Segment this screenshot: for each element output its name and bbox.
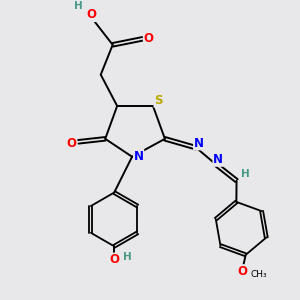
Text: O: O <box>87 8 97 22</box>
Text: H: H <box>74 1 83 11</box>
Text: O: O <box>143 32 154 45</box>
Text: CH₃: CH₃ <box>251 270 267 279</box>
Text: O: O <box>66 137 76 150</box>
Text: O: O <box>238 265 248 278</box>
Text: H: H <box>123 252 132 262</box>
Text: S: S <box>154 94 163 107</box>
Text: H: H <box>241 169 249 179</box>
Text: N: N <box>194 137 204 150</box>
Text: N: N <box>213 153 223 166</box>
Text: N: N <box>134 150 144 163</box>
Text: O: O <box>109 253 119 266</box>
